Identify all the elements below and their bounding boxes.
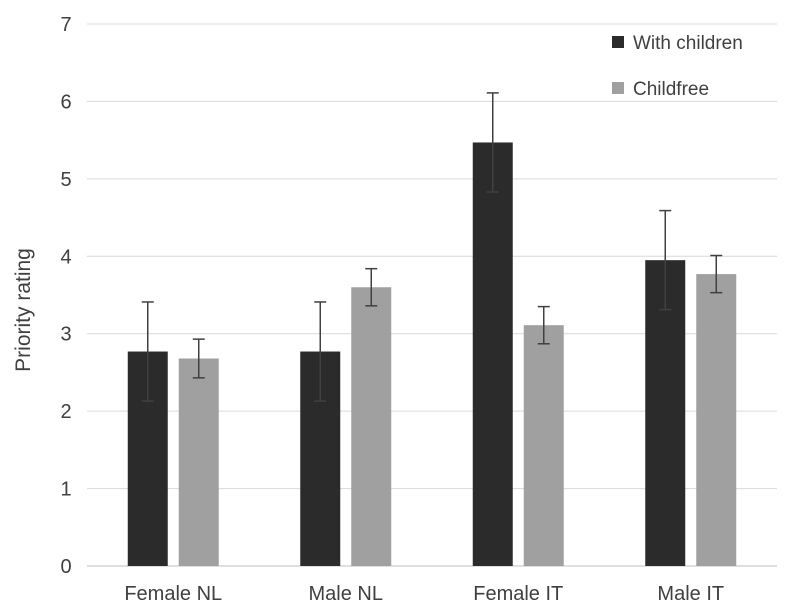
y-tick-label: 0	[60, 556, 71, 578]
x-category-label: Female IT	[473, 583, 563, 605]
x-axis-labels: Female NL Male NL Female IT Male IT	[124, 583, 724, 605]
legend-label: With children	[633, 33, 743, 54]
bar-childfree	[696, 274, 737, 566]
legend-item: Childfree	[612, 79, 709, 100]
bars	[127, 142, 737, 567]
error-bar	[710, 254, 723, 294]
legend-label: Childfree	[633, 79, 709, 100]
y-tick-label: 1	[60, 479, 71, 501]
error-bar	[192, 338, 205, 379]
legend: With children Childfree	[612, 33, 743, 100]
y-axis-title: Priority rating	[12, 248, 35, 372]
y-tick-label: 2	[60, 401, 71, 423]
bar-childfree	[523, 325, 564, 566]
y-tick-label: 4	[60, 246, 71, 268]
x-category-label: Male NL	[309, 583, 383, 605]
y-axis-ticks: 0 1 2 3 4 5 6 7	[60, 14, 71, 578]
x-category-label: Male IT	[657, 583, 724, 605]
bar-childfree	[351, 287, 392, 566]
bar-with-children	[472, 142, 513, 567]
y-tick-label: 3	[60, 324, 71, 346]
error-bar	[314, 301, 327, 402]
legend-item: With children	[612, 33, 743, 54]
legend-swatch	[612, 82, 624, 94]
bar-with-children	[645, 260, 686, 566]
error-bar	[141, 301, 154, 402]
error-bar	[659, 209, 672, 311]
bar-childfree	[178, 358, 219, 566]
error-bar	[486, 92, 499, 193]
y-tick-label: 6	[60, 91, 71, 113]
legend-swatch	[612, 36, 624, 48]
x-category-label: Female NL	[124, 583, 222, 605]
error-bars	[141, 92, 723, 402]
error-bar	[365, 267, 378, 307]
y-tick-label: 7	[60, 14, 71, 36]
y-tick-label: 5	[60, 169, 71, 191]
error-bar	[537, 305, 550, 345]
